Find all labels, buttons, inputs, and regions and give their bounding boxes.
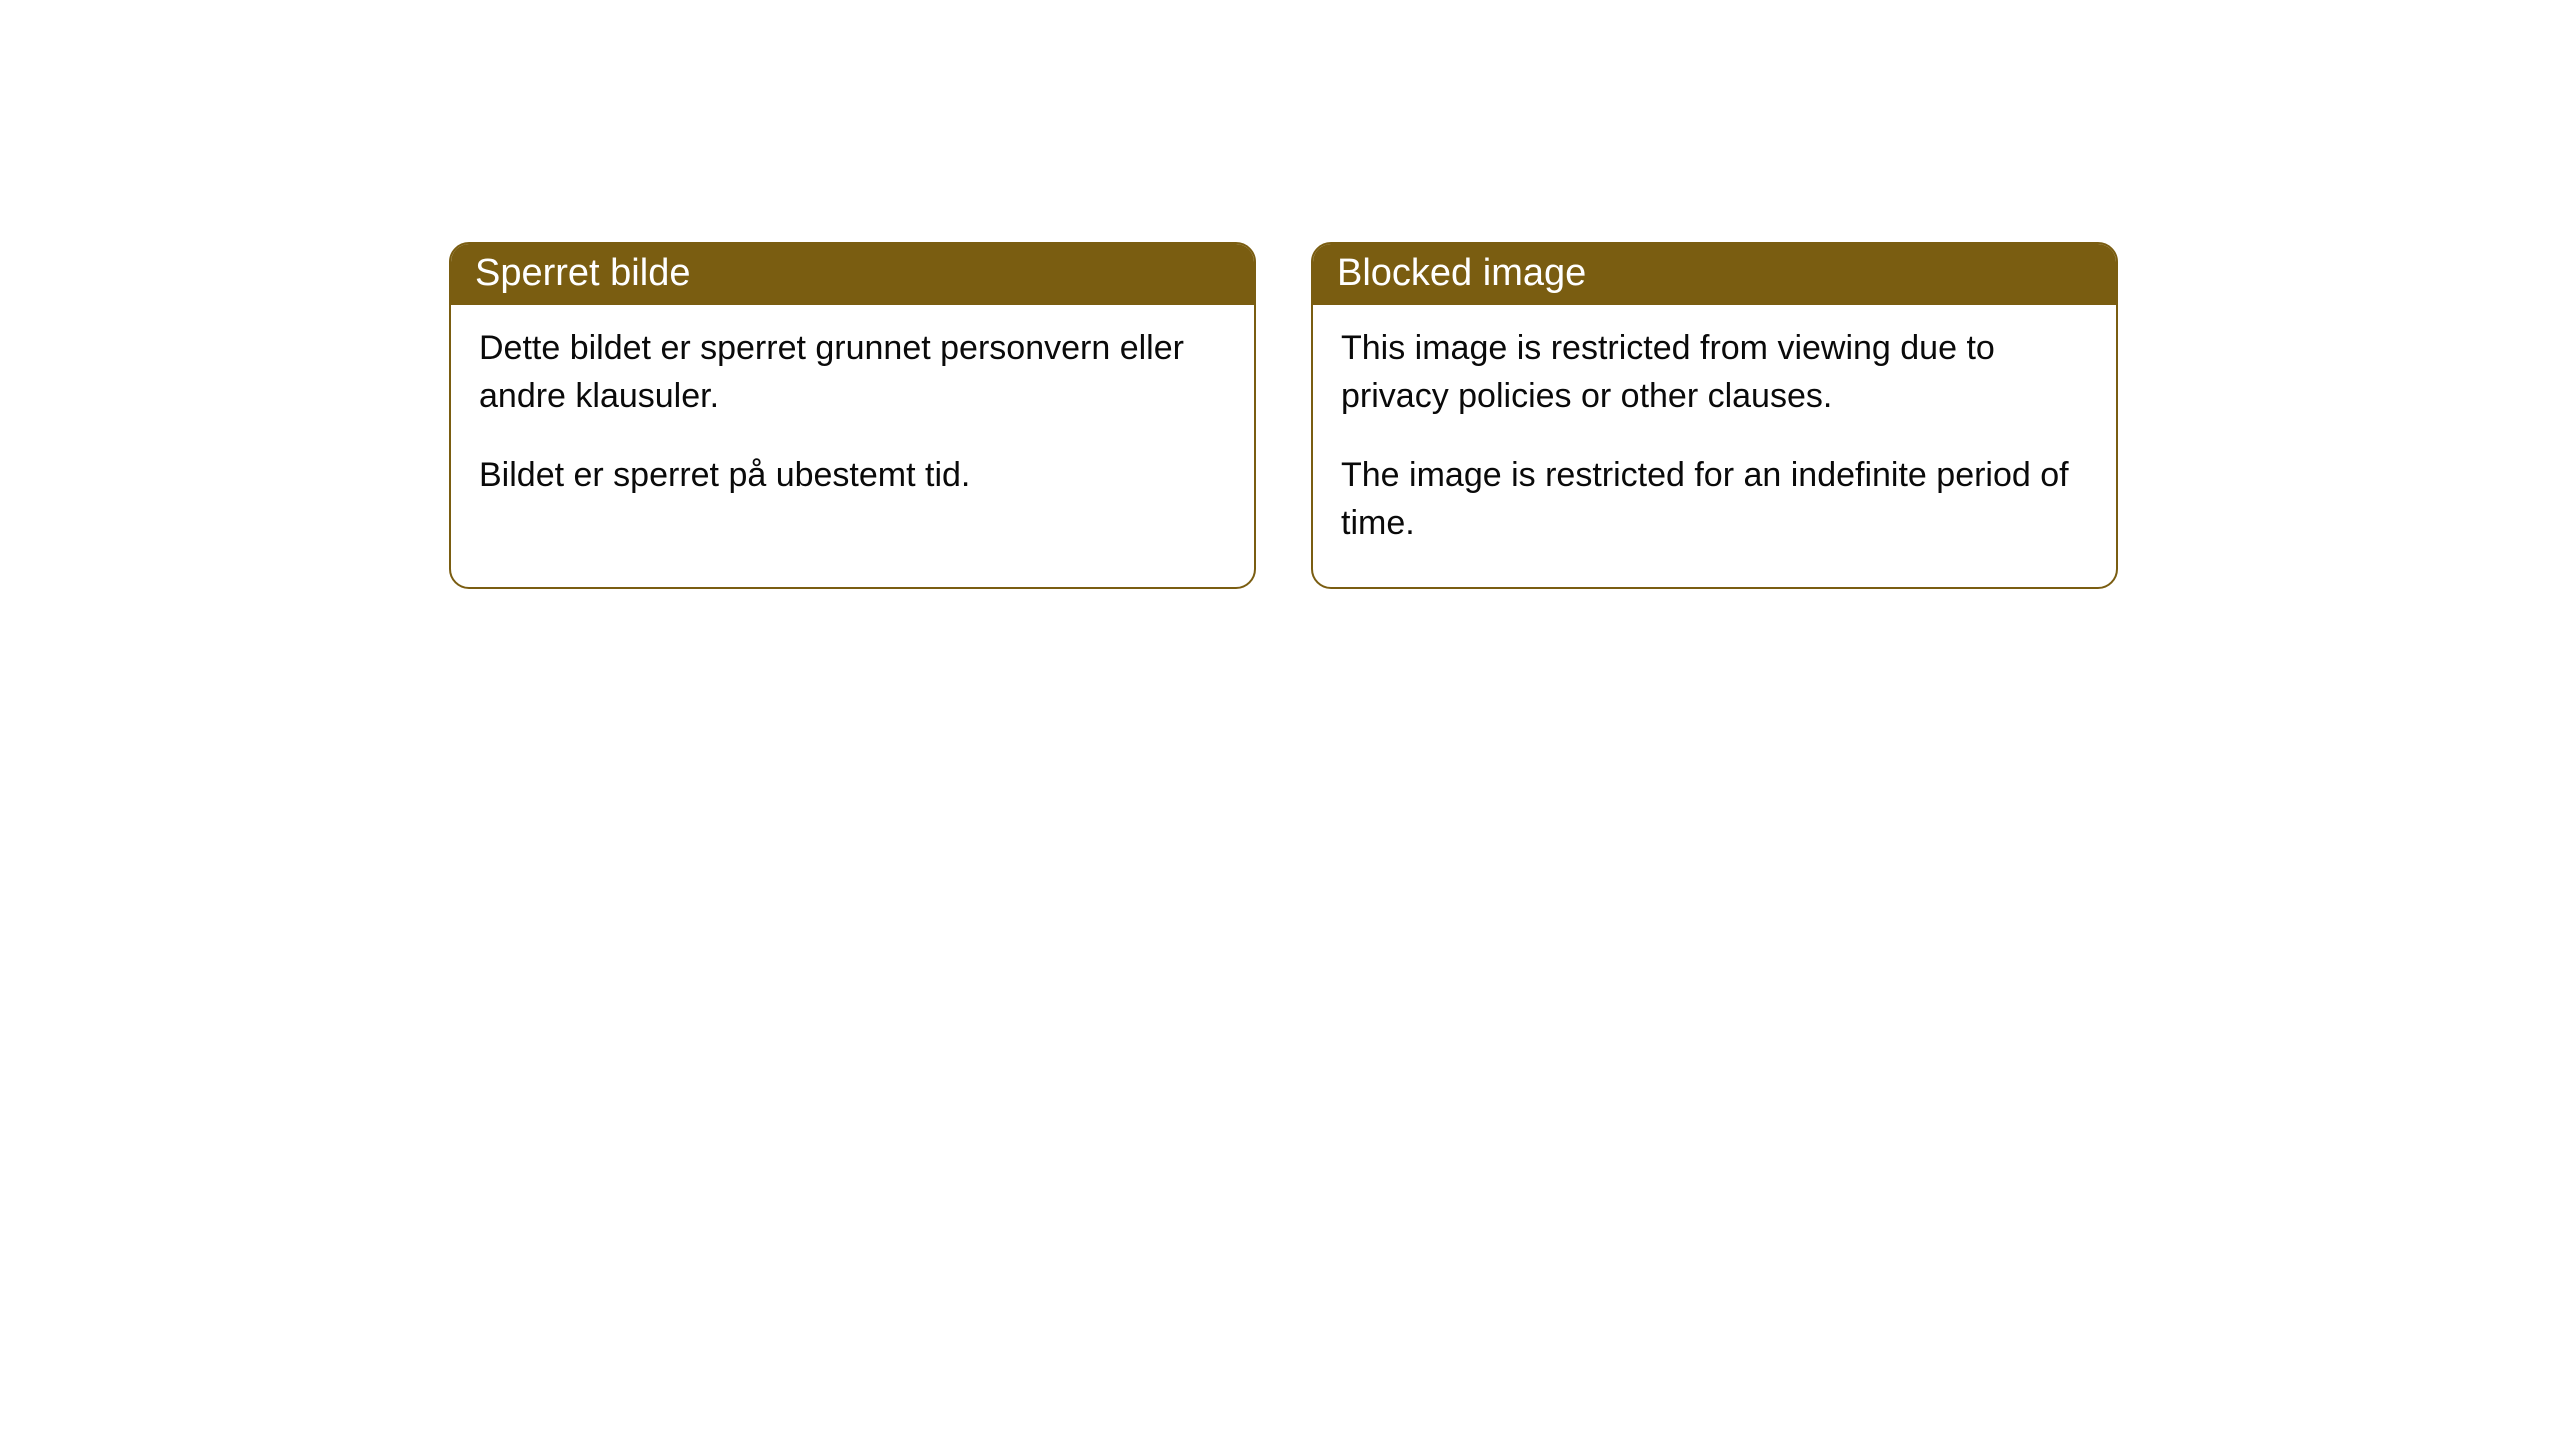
card-body: Dette bildet er sperret grunnet personve… bbox=[451, 305, 1254, 540]
message-container: Sperret bilde Dette bildet er sperret gr… bbox=[0, 0, 2560, 589]
blocked-image-card-norwegian: Sperret bilde Dette bildet er sperret gr… bbox=[449, 242, 1256, 589]
blocked-image-card-english: Blocked image This image is restricted f… bbox=[1311, 242, 2118, 589]
card-header: Blocked image bbox=[1313, 244, 2116, 305]
card-paragraph: Bildet er sperret på ubestemt tid. bbox=[479, 452, 1226, 500]
card-paragraph: The image is restricted for an indefinit… bbox=[1341, 452, 2088, 547]
card-header: Sperret bilde bbox=[451, 244, 1254, 305]
card-title: Blocked image bbox=[1337, 252, 1586, 294]
card-paragraph: This image is restricted from viewing du… bbox=[1341, 325, 2088, 420]
card-paragraph: Dette bildet er sperret grunnet personve… bbox=[479, 325, 1226, 420]
card-title: Sperret bilde bbox=[475, 252, 690, 294]
card-body: This image is restricted from viewing du… bbox=[1313, 305, 2116, 587]
